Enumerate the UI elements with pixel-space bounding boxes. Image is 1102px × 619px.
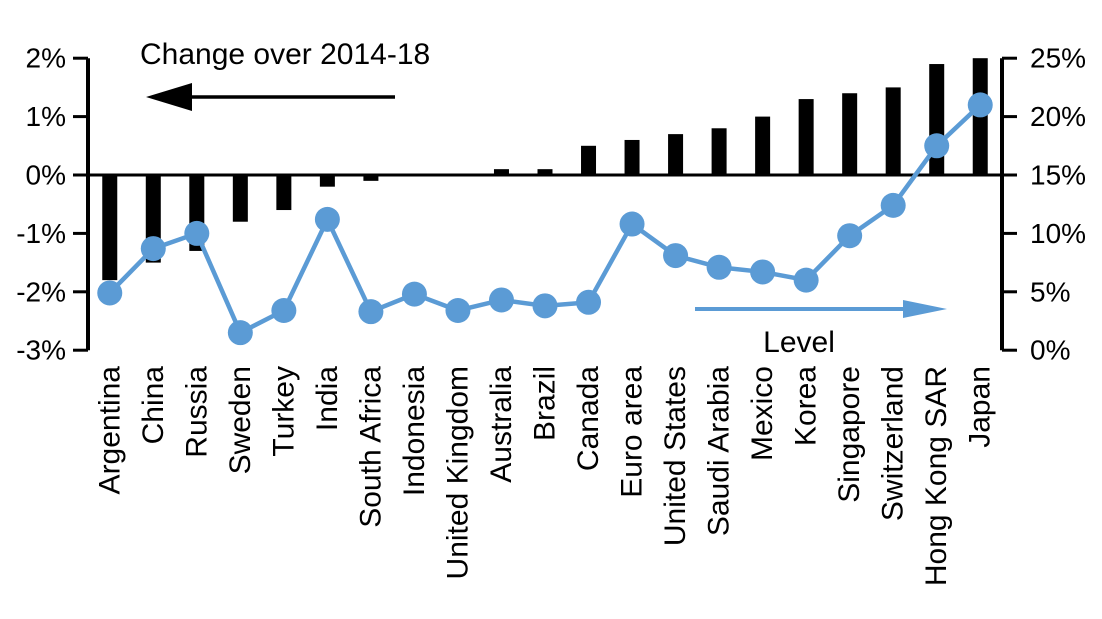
category-label: Mexico: [746, 366, 779, 461]
level-marker: [750, 259, 776, 285]
category-label: United Kingdom: [441, 366, 474, 579]
left-axis-tick-label: 1%: [26, 101, 66, 132]
right-axis-tick-label: 15%: [1030, 160, 1086, 191]
category-label: Saudi Arabia: [703, 366, 736, 536]
level-series-label: Level: [763, 326, 835, 359]
left-axis-tick-label: 0%: [26, 160, 66, 191]
level-marker: [532, 293, 558, 319]
category-label: Russia: [180, 366, 213, 458]
level-marker: [663, 243, 689, 269]
category-label: India: [311, 366, 344, 431]
level-marker: [445, 297, 471, 323]
category-label: Korea: [790, 366, 823, 446]
level-marker: [401, 281, 427, 307]
level-marker: [227, 320, 253, 346]
level-marker: [619, 211, 645, 237]
left-axis-tick-label: 2%: [26, 43, 66, 74]
change-bar: [624, 139, 640, 175]
right-axis-tick-label: 10%: [1030, 218, 1086, 249]
category-label: China: [137, 366, 170, 445]
level-marker: [924, 133, 950, 159]
category-label: Argentina: [93, 366, 126, 495]
category-label: Hong Kong SAR: [920, 366, 953, 586]
level-marker: [793, 267, 819, 293]
level-marker: [967, 92, 993, 118]
category-label: Brazil: [529, 366, 562, 441]
change-bar: [581, 145, 597, 175]
change-bar: [102, 175, 118, 281]
category-label: United States: [659, 366, 692, 546]
level-marker: [358, 299, 384, 325]
level-marker: [706, 254, 732, 280]
change-bar: [276, 175, 292, 211]
change-arrow-icon: [146, 83, 395, 111]
category-label: Canada: [572, 366, 605, 471]
level-marker: [271, 297, 297, 323]
left-axis-tick-label: -2%: [16, 276, 66, 307]
change-bar: [232, 175, 248, 222]
change-bar: [363, 175, 379, 181]
category-label: South Africa: [354, 366, 387, 528]
category-label: Japan: [964, 366, 997, 448]
level-marker: [880, 192, 906, 218]
change-bar: [319, 175, 335, 187]
level-marker: [97, 280, 123, 306]
category-label: Australia: [485, 366, 518, 483]
change-bar: [711, 128, 727, 175]
change-bar: [929, 64, 945, 175]
change-bar: [842, 93, 858, 175]
category-label: Switzerland: [877, 366, 910, 521]
level-arrow-icon: [695, 300, 947, 318]
change-bar: [798, 99, 814, 175]
level-marker: [184, 220, 210, 246]
category-label: Sweden: [224, 366, 257, 474]
level-marker: [837, 223, 863, 249]
left-axis-tick-label: -3%: [16, 335, 66, 366]
category-label: Euro area: [616, 366, 649, 498]
chart-plot-area: 2% 1% 0% -1% -2% -3% 25% 20% 15% 10% 5% 0% Argentina…: [16, 43, 1086, 586]
category-label: Turkey: [267, 366, 300, 457]
change-bar: [493, 169, 509, 175]
category-label: Indonesia: [398, 366, 431, 496]
chart-title: Change over 2014-18: [140, 38, 430, 71]
level-marker: [576, 289, 602, 315]
right-axis-tick-label: 20%: [1030, 101, 1086, 132]
level-marker: [314, 206, 340, 232]
left-axis-tick-label: -1%: [16, 218, 66, 249]
change-bar: [755, 116, 771, 175]
right-axis-tick-label: 25%: [1030, 43, 1086, 74]
category-label: Singapore: [833, 366, 866, 503]
change-bar: [537, 169, 553, 175]
right-axis-tick-label: 5%: [1030, 276, 1070, 307]
level-marker: [140, 236, 166, 262]
change-bar: [668, 134, 684, 175]
right-axis-tick-label: 0%: [1030, 335, 1070, 366]
change-bar: [885, 87, 901, 175]
level-marker: [488, 287, 514, 313]
